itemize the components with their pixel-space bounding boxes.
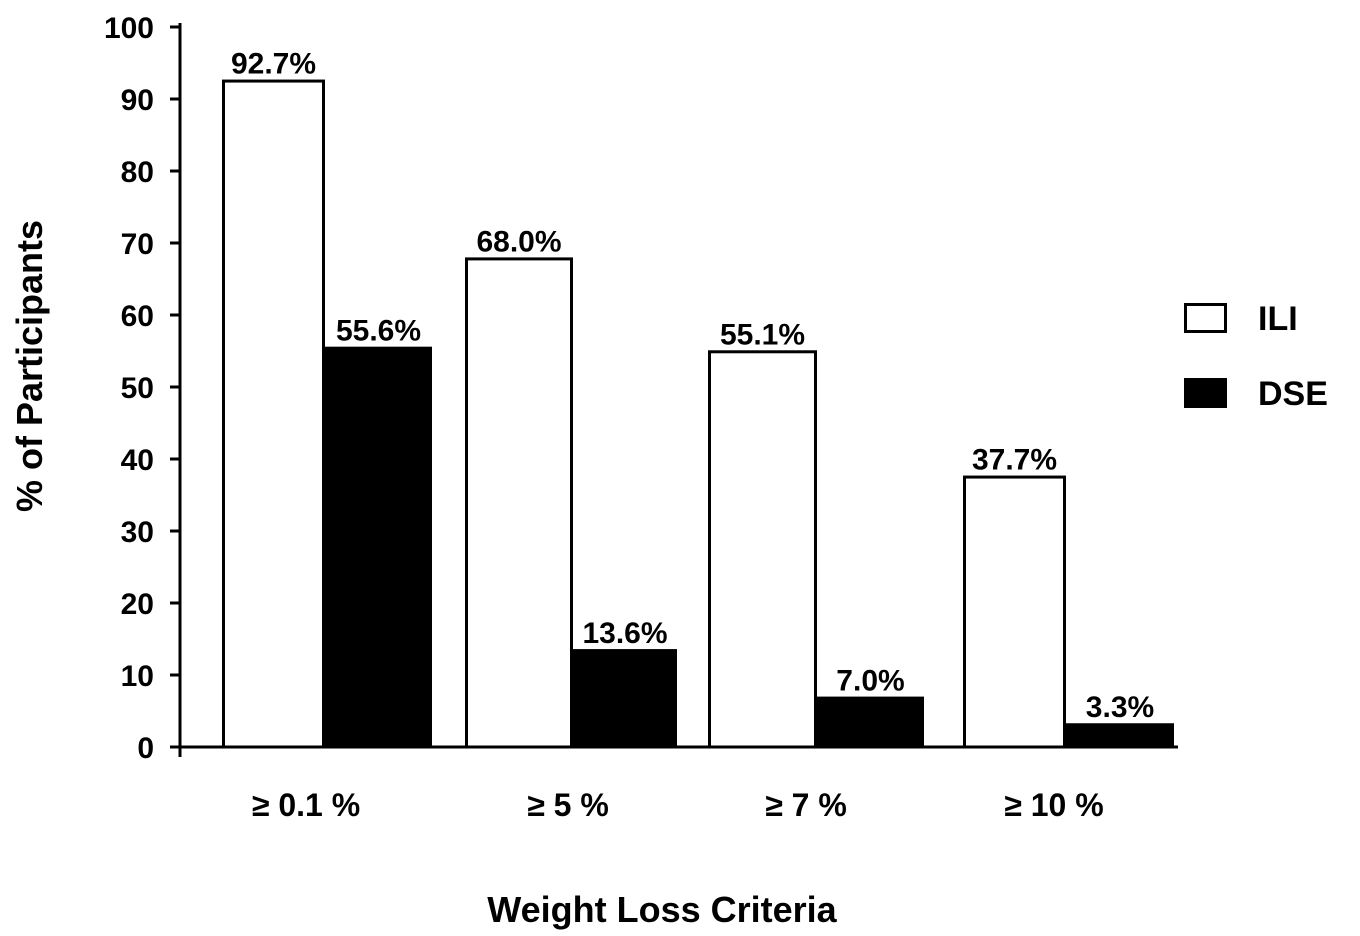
legend-label-ili: ILI <box>1258 300 1298 338</box>
data-label-dse: 7.0% <box>836 665 904 698</box>
y-axis: 0 10 20 30 40 50 60 70 80 90 100 <box>104 12 182 765</box>
x-tick-label: ≥ 5 % <box>527 787 609 823</box>
bars <box>222 79 1174 749</box>
bar-dse <box>573 649 677 747</box>
y-tick-label: 0 <box>137 732 154 765</box>
bar-dse <box>817 696 924 747</box>
bar-ili <box>963 475 1066 749</box>
legend: ILI DSE <box>1184 300 1328 413</box>
x-tick-label: ≥ 0.1 % <box>252 787 360 823</box>
y-tick-label: 40 <box>121 444 154 477</box>
bar-ili <box>222 79 325 749</box>
y-tick-label: 20 <box>121 588 154 621</box>
data-label-ili: 68.0% <box>476 225 561 258</box>
legend-swatch-dse <box>1184 378 1227 408</box>
y-tick-label: 50 <box>121 372 154 405</box>
x-axis: ≥ 0.1 % ≥ 5 % ≥ 7 % ≥ 10 % <box>180 745 1178 823</box>
data-label-dse: 3.3% <box>1086 691 1154 724</box>
y-tick-label: 10 <box>121 660 154 693</box>
y-tick-label: 90 <box>121 84 154 117</box>
y-tick-label: 30 <box>121 516 154 549</box>
data-label-ili: 37.7% <box>972 444 1057 477</box>
data-label-dse: 55.6% <box>336 315 421 348</box>
x-axis-title: Weight Loss Criteria <box>487 889 837 930</box>
bar-ili <box>708 350 817 749</box>
y-tick-label: 100 <box>104 12 154 45</box>
legend-label-dse: DSE <box>1258 375 1328 413</box>
x-tick-label: ≥ 10 % <box>1004 787 1103 823</box>
bar-dse <box>1066 723 1174 747</box>
legend-swatch-ili <box>1184 303 1227 333</box>
bar-ili <box>465 257 573 749</box>
x-tick-label: ≥ 7 % <box>765 787 847 823</box>
data-label-dse: 13.6% <box>582 617 667 650</box>
data-label-ili: 55.1% <box>720 318 805 351</box>
y-tick-label: 80 <box>121 156 154 189</box>
y-tick-label: 70 <box>121 228 154 261</box>
y-axis-title: % of Participants <box>9 220 50 512</box>
data-labels: 92.7% 55.6% 68.0% 13.6% 55.1% 7.0% 37.7% 3.3% <box>231 48 1154 725</box>
data-label-ili: 92.7% <box>231 48 316 81</box>
y-tick-label: 60 <box>121 300 154 333</box>
bar-dse <box>325 346 432 747</box>
